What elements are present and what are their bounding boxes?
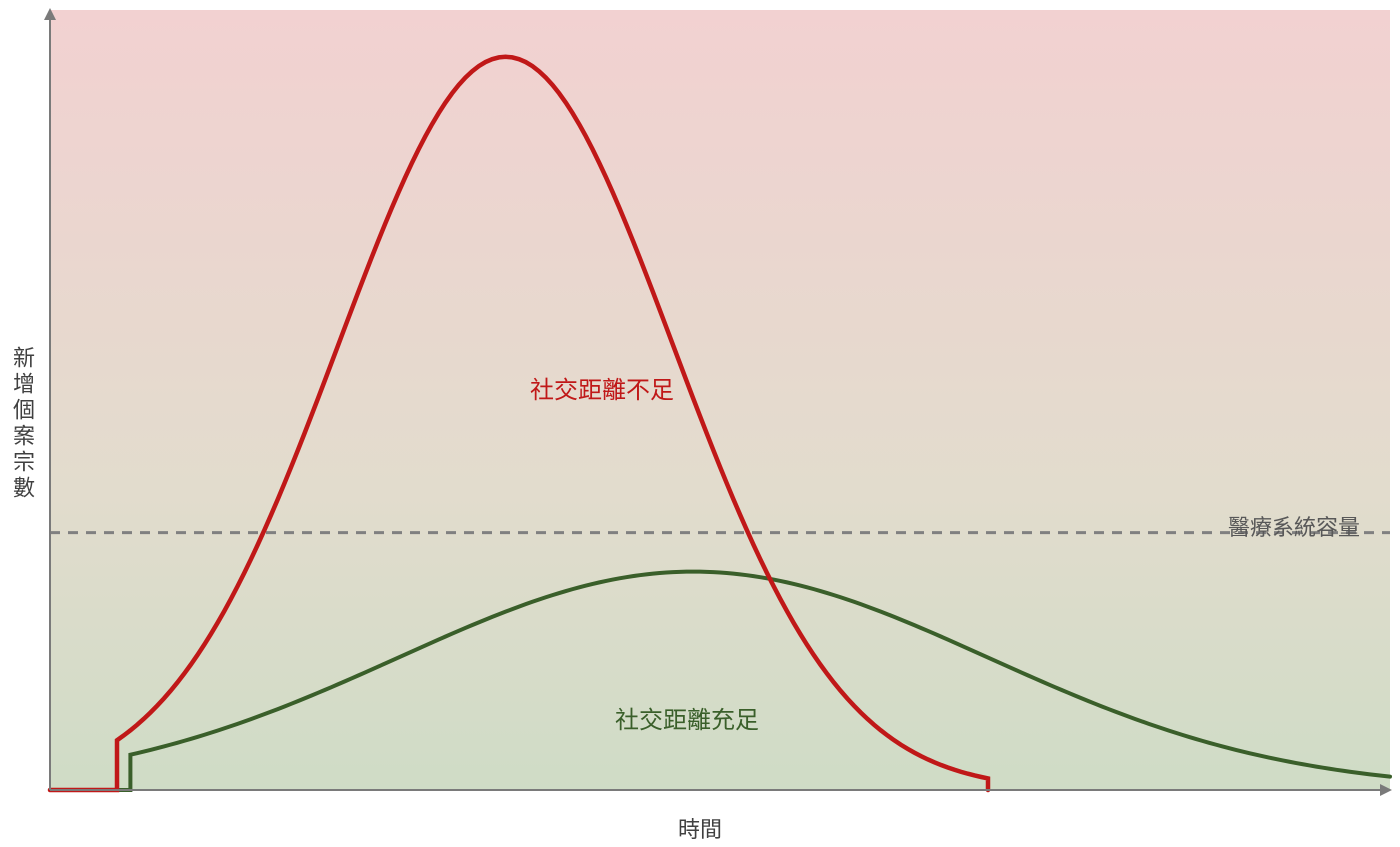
flatten-curve-chart: 新增個案宗數 時間 醫療系統容量 社交距離不足 社交距離充足 bbox=[0, 0, 1400, 847]
red-curve-label: 社交距離不足 bbox=[530, 370, 674, 405]
capacity-line-label: 醫療系統容量 bbox=[1228, 510, 1360, 542]
green-curve-label: 社交距離充足 bbox=[615, 700, 759, 735]
y-axis-label: 新增個案宗數 bbox=[8, 346, 40, 502]
x-axis-label: 時間 bbox=[678, 812, 722, 844]
